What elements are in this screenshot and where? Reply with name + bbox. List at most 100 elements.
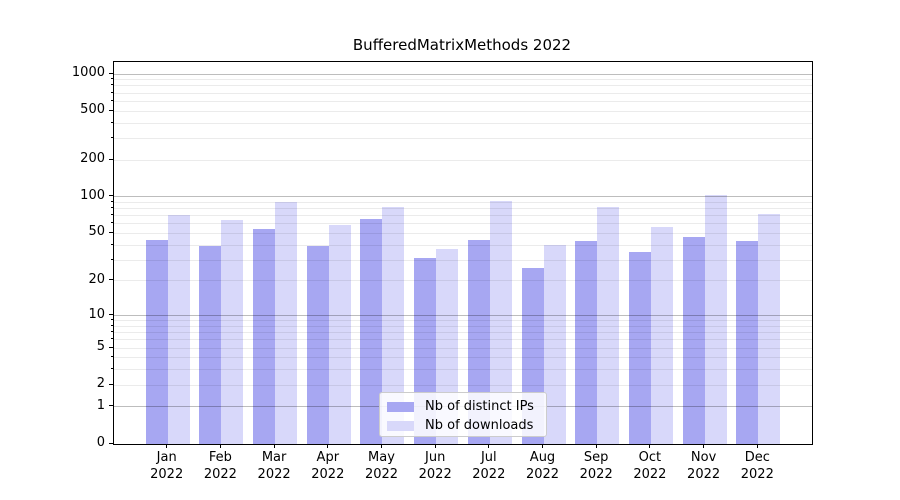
gridline-7 — [114, 332, 812, 334]
y-tick-mark-1 — [109, 405, 113, 407]
x-tick-year: 2022 — [257, 467, 291, 482]
y-minor-tick-mark-80 — [110, 207, 113, 209]
x-tick-month: Aug — [529, 450, 556, 465]
gridline-8 — [114, 325, 812, 327]
x-tick-year: 2022 — [740, 467, 774, 482]
y-minor-tick-mark-400 — [110, 121, 113, 123]
x-tick-mark-mar — [273, 444, 275, 448]
gridline-700 — [114, 92, 812, 94]
x-tick-label-jun-2022: Jun 2022 — [395, 449, 475, 483]
gridline-80 — [114, 208, 812, 210]
bar-downloads-nov — [704, 194, 727, 444]
gridline-30 — [114, 259, 812, 261]
x-tick-label-apr-2022: Apr 2022 — [288, 449, 368, 483]
bar-downloads-sep — [597, 206, 620, 444]
x-tick-label-jul-2022: Jul 2022 — [449, 449, 529, 483]
bar-downloads-jul — [489, 200, 512, 444]
gridline-50 — [114, 232, 812, 234]
y-tick-mark-100 — [109, 195, 113, 197]
y-minor-tick-mark-700 — [110, 91, 113, 93]
legend-swatch-distinct-ips — [387, 401, 414, 412]
x-tick-year: 2022 — [472, 467, 506, 482]
x-tick-label-dec-2022: Dec 2022 — [717, 449, 797, 483]
y-minor-tick-mark-900 — [110, 78, 113, 80]
y-tick-label-1000: 1000 — [71, 65, 105, 80]
x-tick-year: 2022 — [364, 467, 399, 482]
x-tick-mark-nov — [703, 444, 705, 448]
gridline-90 — [114, 201, 812, 203]
x-tick-year: 2022 — [203, 467, 237, 482]
y-tick-mark-2 — [109, 383, 113, 385]
legend-item-distinct-ips: Nb of distinct IPs — [387, 397, 540, 416]
bar-ips-sep — [575, 241, 598, 444]
bar-downloads-mar — [275, 201, 298, 444]
y-minor-tick-mark-6 — [110, 338, 113, 340]
y-minor-tick-mark-8 — [110, 324, 113, 326]
bar-ips-nov — [682, 236, 705, 444]
y-tick-mark-5 — [109, 346, 113, 348]
y-tick-mark-10 — [109, 314, 113, 316]
y-tick-mark-20 — [109, 279, 113, 281]
legend: Nb of distinct IPs Nb of downloads — [379, 392, 547, 437]
x-tick-year: 2022 — [525, 467, 560, 482]
y-minor-tick-mark-600 — [110, 99, 113, 101]
y-minor-tick-mark-3 — [110, 368, 113, 370]
gridline-900 — [114, 79, 812, 81]
y-minor-tick-mark-800 — [110, 84, 113, 86]
x-tick-mark-oct — [649, 444, 651, 448]
y-minor-tick-mark-60 — [110, 222, 113, 224]
y-minor-tick-mark-70 — [110, 214, 113, 216]
y-tick-label-10: 10 — [88, 306, 105, 322]
x-tick-month: Jun — [425, 450, 446, 465]
y-minor-tick-mark-7 — [110, 331, 113, 333]
x-tick-year: 2022 — [687, 467, 721, 482]
bar-ips-oct — [628, 252, 651, 444]
bar-downloads-apr — [328, 224, 351, 444]
gridline-9 — [114, 320, 812, 322]
y-tick-label-200: 200 — [80, 151, 105, 166]
x-tick-year: 2022 — [633, 467, 667, 482]
x-tick-mark-apr — [327, 444, 329, 448]
x-tick-label-may-2022: May 2022 — [342, 449, 422, 483]
x-tick-label-mar-2022: Mar 2022 — [234, 449, 314, 483]
gridline-2 — [114, 384, 812, 386]
gridline-5 — [114, 347, 812, 349]
y-minor-tick-mark-40 — [110, 243, 113, 245]
x-tick-mark-jun — [434, 444, 436, 448]
y-tick-label-20: 20 — [88, 271, 105, 287]
gridline-6 — [114, 339, 812, 341]
bar-downloads-oct — [650, 226, 673, 444]
x-tick-mark-may — [381, 444, 382, 448]
bar-ips-mar — [253, 229, 276, 444]
x-tick-year: 2022 — [311, 467, 345, 482]
bar-ips-dec — [736, 241, 759, 444]
y-minor-tick-mark-30 — [110, 258, 113, 260]
bar-downloads-dec — [758, 214, 781, 444]
gridline-20 — [114, 280, 812, 282]
gridline-60 — [114, 223, 812, 225]
gridline-70 — [114, 215, 812, 217]
x-tick-mark-jan — [166, 444, 168, 448]
x-tick-label-sep-2022: Sep 2022 — [556, 449, 636, 483]
chart-title: BufferedMatrixMethods 2022 — [352, 36, 572, 54]
x-tick-month: Oct — [638, 450, 662, 465]
x-tick-label-oct-2022: Oct 2022 — [610, 449, 690, 483]
x-tick-year: 2022 — [150, 467, 184, 482]
x-tick-mark-jul — [488, 444, 490, 448]
x-tick-month: Sep — [583, 450, 609, 465]
gridline-400 — [114, 122, 812, 124]
y-minor-tick-mark-9 — [110, 319, 113, 321]
gridline-1000 — [114, 73, 812, 75]
y-tick-mark-50 — [109, 231, 113, 233]
y-tick-mark-0 — [109, 442, 113, 444]
bar-ips-may — [360, 218, 383, 444]
bar-downloads-aug — [543, 245, 566, 444]
gridline-500 — [114, 110, 812, 112]
y-tick-label-0: 0 — [96, 435, 105, 450]
y-tick-label-5: 5 — [96, 339, 105, 354]
x-tick-mark-sep — [595, 444, 597, 448]
x-tick-mark-feb — [219, 444, 221, 448]
x-tick-month: Nov — [690, 450, 717, 465]
x-tick-month: Mar — [261, 450, 287, 465]
y-tick-mark-1000 — [109, 72, 113, 74]
